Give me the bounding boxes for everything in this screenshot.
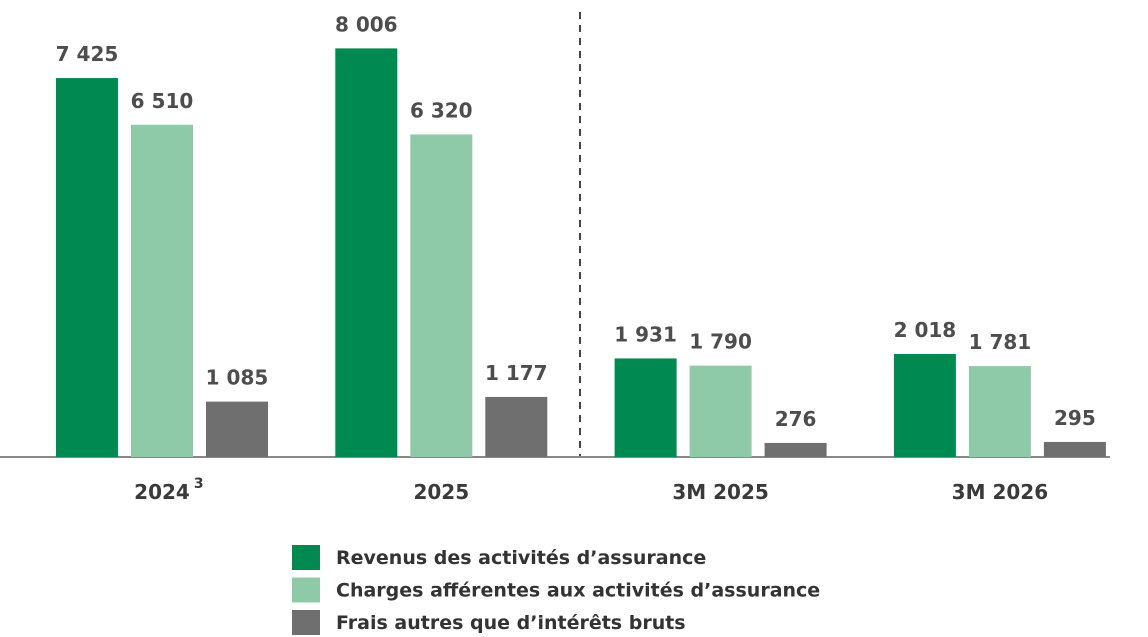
x-tick-label: 2025 <box>413 480 469 504</box>
value-label: 1 781 <box>969 330 1032 354</box>
bar <box>485 396 548 457</box>
value-label: 8 006 <box>335 12 398 36</box>
bar <box>968 366 1031 457</box>
value-label: 7 425 <box>56 42 119 66</box>
x-tick-label: 2024 <box>134 480 190 504</box>
bar <box>893 354 956 457</box>
x-tick-label: 3M 2025 <box>672 480 768 504</box>
value-label: 1 931 <box>614 322 677 346</box>
bar <box>410 134 473 457</box>
value-label: 2 018 <box>894 318 957 342</box>
value-label: 6 510 <box>131 89 194 113</box>
legend-label: Revenus des activités d’assurance <box>336 547 706 569</box>
value-label: 1 790 <box>689 330 752 354</box>
bar <box>206 401 268 457</box>
value-label: 295 <box>1054 406 1096 430</box>
value-label: 276 <box>775 407 817 431</box>
value-label: 1 085 <box>206 366 269 390</box>
legend-label: Charges afférentes aux activités d’assur… <box>336 580 820 602</box>
footnote-mark: 3 <box>194 476 204 492</box>
legend-swatch <box>292 545 320 570</box>
bar <box>764 442 827 457</box>
bar <box>614 358 677 457</box>
bar <box>335 48 398 458</box>
bar <box>1043 441 1106 457</box>
value-label: 1 177 <box>485 361 548 385</box>
bar <box>56 78 118 457</box>
bar <box>689 365 752 457</box>
legend-swatch <box>292 610 320 635</box>
value-label: 6 320 <box>410 98 473 122</box>
x-tick-label: 3M 2026 <box>952 480 1048 504</box>
legend-label: Frais autres que d’intérêts bruts <box>336 612 686 634</box>
bar <box>131 124 193 457</box>
legend-swatch <box>292 577 320 603</box>
